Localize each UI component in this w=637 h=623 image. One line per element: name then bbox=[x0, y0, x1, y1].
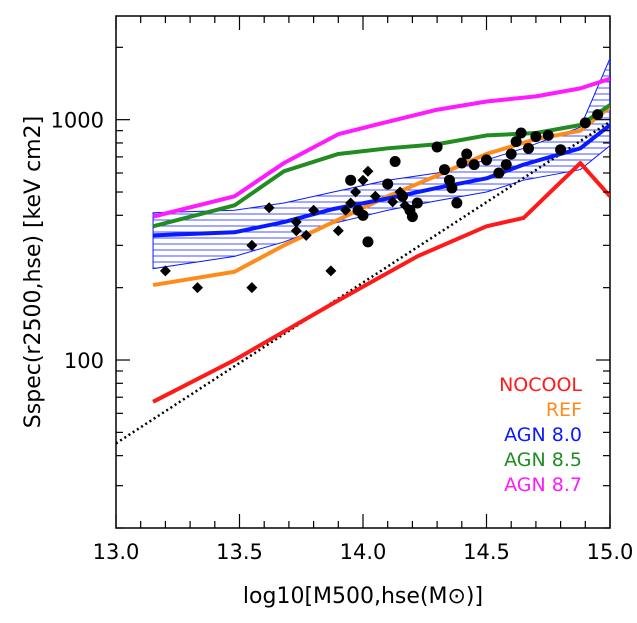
circle-point bbox=[382, 178, 394, 190]
circle-point bbox=[431, 141, 443, 153]
circle-point bbox=[451, 197, 463, 209]
diamond-point bbox=[332, 225, 344, 237]
legend-entry: REF bbox=[546, 399, 582, 421]
circle-point bbox=[579, 117, 591, 129]
circle-point bbox=[505, 148, 517, 160]
series-line-nocool bbox=[152, 161, 610, 404]
diamond-point bbox=[159, 265, 171, 277]
circle-point bbox=[500, 159, 512, 171]
legend-entry: AGN 8.7 bbox=[504, 474, 582, 496]
y-tick-label: 100 bbox=[64, 349, 104, 373]
y-tick-label: 1000 bbox=[51, 109, 104, 133]
tick-labels: 13.0 13.5 14.0 14.5 15.0 100 1000 bbox=[51, 109, 634, 564]
x-tick-label: 15.0 bbox=[587, 540, 634, 564]
circle-point bbox=[530, 131, 542, 143]
axis-ticks bbox=[115, 16, 611, 529]
series-line-ref bbox=[152, 105, 610, 288]
circle-point bbox=[542, 129, 554, 141]
diamond-point bbox=[350, 186, 362, 198]
circle-point bbox=[362, 236, 374, 248]
circle-point bbox=[357, 209, 369, 221]
circle-point bbox=[389, 155, 401, 167]
diamond-point bbox=[300, 229, 312, 241]
circle-point bbox=[345, 174, 357, 186]
circle-point bbox=[522, 142, 534, 154]
diamond-point bbox=[325, 265, 337, 277]
circle-point bbox=[397, 190, 409, 202]
diamond-point bbox=[246, 239, 258, 251]
x-axis-label: log10[M500,hse(M⊙)] bbox=[243, 584, 483, 609]
circle-point bbox=[439, 164, 451, 176]
diamond-point bbox=[387, 196, 399, 208]
diamond-point bbox=[340, 204, 352, 216]
circle-point bbox=[446, 182, 458, 194]
circle-point bbox=[411, 197, 423, 209]
series-line-agn-8-5 bbox=[152, 103, 610, 229]
legend-entry: AGN 8.0 bbox=[504, 424, 582, 446]
diamond-point bbox=[263, 202, 275, 214]
x-tick-label: 14.0 bbox=[340, 540, 387, 564]
diamond-point bbox=[345, 197, 357, 209]
circle-point bbox=[515, 127, 527, 139]
diamond-point bbox=[362, 165, 374, 177]
circle-point bbox=[510, 136, 522, 148]
circle-point bbox=[493, 167, 505, 179]
legend: NOCOOL REF AGN 8.0 AGN 8.5 AGN 8.7 bbox=[499, 374, 582, 496]
circle-point bbox=[555, 144, 567, 156]
diamond-point bbox=[357, 174, 369, 186]
diamond-point bbox=[290, 225, 302, 237]
y-axis-label: Sspec(r2500,hse) [keV cm2] bbox=[21, 116, 46, 428]
diamond-point bbox=[290, 216, 302, 228]
circle-point bbox=[456, 157, 468, 169]
circle-point bbox=[406, 211, 418, 223]
series-line-agn-8-7 bbox=[152, 76, 610, 219]
legend-entry: AGN 8.5 bbox=[504, 449, 582, 471]
diamond-point bbox=[246, 282, 258, 294]
circle-point bbox=[481, 154, 492, 166]
x-tick-label: 14.5 bbox=[463, 540, 510, 564]
series-lines bbox=[116, 76, 610, 445]
data-points bbox=[159, 109, 604, 294]
x-tick-label: 13.5 bbox=[216, 540, 263, 564]
diamond-point bbox=[308, 204, 320, 216]
diamond-point bbox=[369, 190, 381, 202]
x-tick-label: 13.0 bbox=[93, 540, 140, 564]
diamond-point bbox=[192, 282, 204, 294]
circle-point bbox=[461, 148, 473, 160]
legend-entry: NOCOOL bbox=[499, 374, 582, 396]
dotted-reference-line bbox=[116, 120, 610, 445]
circle-point bbox=[468, 159, 480, 171]
circle-point bbox=[592, 109, 604, 121]
band-outline bbox=[152, 58, 610, 270]
series-line-agn-8-0 bbox=[152, 123, 610, 238]
